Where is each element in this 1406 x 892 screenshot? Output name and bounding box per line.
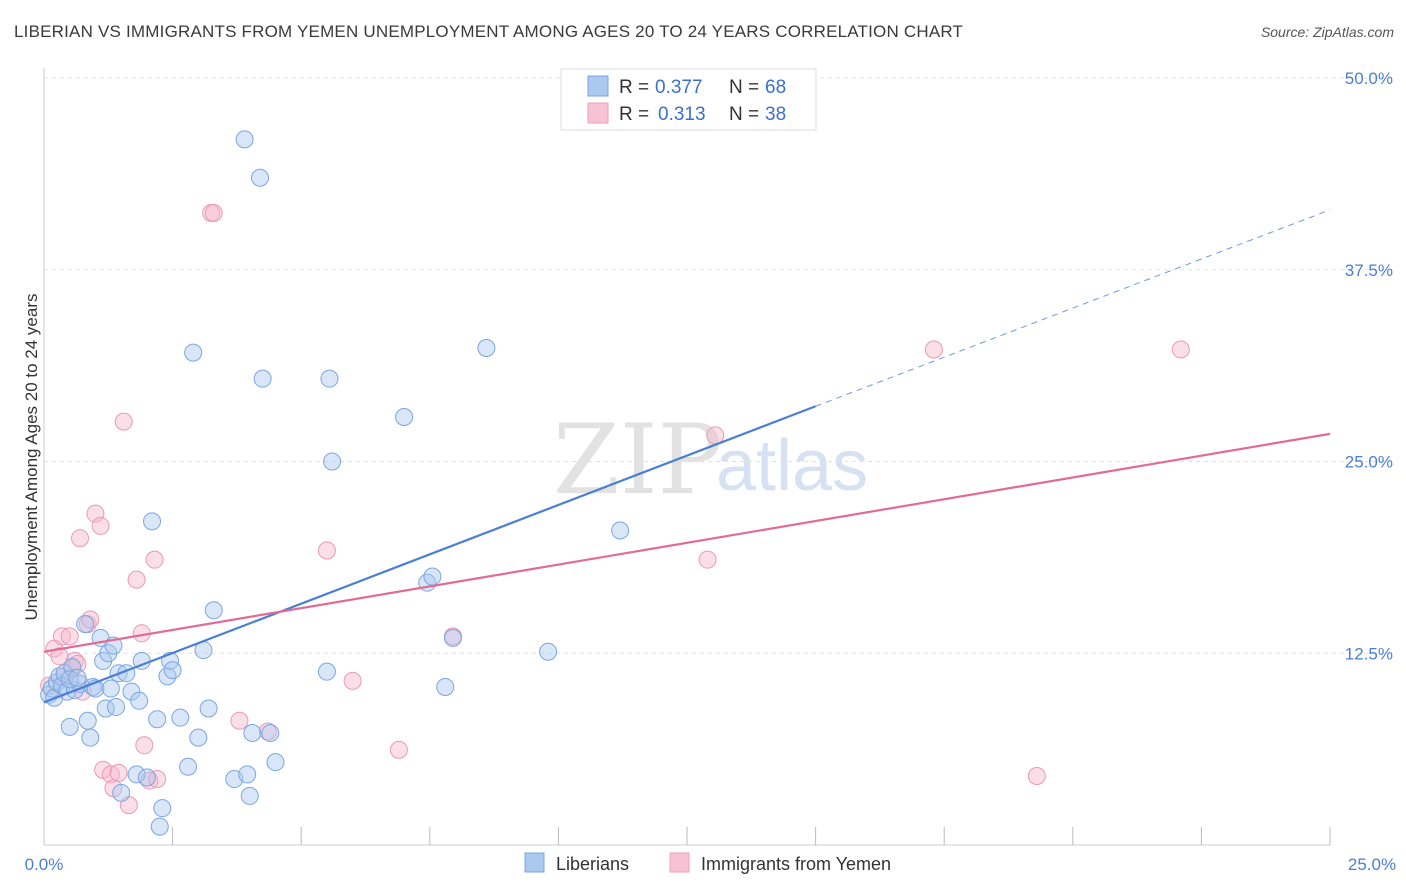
series-liberians-points bbox=[40, 130, 630, 836]
liberians-point bbox=[101, 679, 120, 698]
liberians-point bbox=[179, 757, 198, 776]
yemen-point bbox=[1171, 340, 1190, 359]
liberians-point bbox=[443, 628, 462, 647]
x-tick-label-max: 25.0% bbox=[1348, 855, 1396, 874]
bottom-legend-swatch-pink bbox=[669, 852, 690, 873]
liberians-point bbox=[107, 697, 126, 716]
liberians-point bbox=[199, 699, 218, 718]
y-tick-label: 50.0% bbox=[1345, 69, 1393, 88]
liberians-point bbox=[163, 661, 182, 680]
yemen-trend-line bbox=[43, 432, 1331, 653]
yemen-point bbox=[53, 627, 72, 646]
y-tick-label: 37.5% bbox=[1345, 261, 1393, 280]
liberians-point bbox=[78, 711, 97, 730]
yemen-point bbox=[71, 529, 90, 548]
legend-swatch-pink bbox=[587, 102, 609, 124]
liberians-point bbox=[153, 799, 172, 818]
yemen-point bbox=[101, 765, 120, 784]
liberians-point bbox=[143, 512, 162, 531]
y-tick-label: 25.0% bbox=[1345, 453, 1393, 472]
yemen-point bbox=[109, 763, 128, 782]
yemen-point bbox=[127, 570, 146, 589]
y-tick-labels: 12.5% 25.0% 37.5% 50.0% bbox=[1345, 69, 1393, 663]
bottom-legend-blue-label: Liberians bbox=[556, 854, 629, 874]
liberians-point bbox=[253, 369, 272, 388]
yemen-point bbox=[343, 671, 362, 690]
watermark-atlas: atlas bbox=[716, 426, 868, 506]
liberians-point bbox=[130, 691, 149, 710]
trend-lines bbox=[43, 209, 1331, 704]
yemen-point bbox=[924, 340, 943, 359]
legend-blue-r-label: R = bbox=[619, 77, 649, 98]
bottom-legend-swatch-blue bbox=[524, 852, 545, 873]
legend-blue-n-value: 68 bbox=[765, 77, 786, 98]
liberians-point bbox=[477, 338, 496, 357]
legend-blue-n-label: N = bbox=[729, 77, 759, 98]
x-ticks bbox=[172, 827, 1331, 845]
liberians-point bbox=[127, 765, 146, 784]
liberians-point bbox=[243, 724, 262, 743]
yemen-point bbox=[698, 550, 717, 569]
liberians-point bbox=[261, 724, 280, 743]
liberians-point bbox=[137, 768, 156, 787]
liberians-point bbox=[320, 369, 339, 388]
yemen-point bbox=[1027, 766, 1046, 785]
legend-blue-r-value: 0.377 bbox=[655, 77, 703, 98]
liberians-point bbox=[189, 728, 208, 747]
liberians-point bbox=[611, 521, 630, 540]
legend-swatch-blue bbox=[587, 75, 609, 97]
liberians-point bbox=[395, 408, 414, 427]
series-yemen-points bbox=[40, 203, 1190, 815]
liberians-point bbox=[323, 452, 342, 471]
legend: R = 0.377 N = 68 R = 0.313 N = 38 bbox=[560, 68, 817, 131]
y-tick-label: 12.5% bbox=[1345, 644, 1393, 663]
yemen-point bbox=[135, 736, 154, 755]
liberians-point bbox=[240, 786, 259, 805]
watermark-zip: ZIP bbox=[553, 404, 722, 516]
liberians-point bbox=[122, 682, 141, 701]
liberians-point bbox=[235, 130, 254, 149]
yemen-point bbox=[317, 541, 336, 560]
yemen-point bbox=[60, 627, 79, 646]
legend-pink-r-value: 0.313 bbox=[658, 104, 706, 125]
yemen-point bbox=[230, 711, 249, 730]
liberians-point bbox=[539, 642, 558, 661]
liberians-point bbox=[60, 717, 79, 736]
liberians-point bbox=[60, 670, 79, 689]
liberians-trend-extension bbox=[815, 209, 1331, 407]
liberians-point bbox=[184, 343, 203, 362]
liberians-point bbox=[204, 601, 223, 620]
liberians-point bbox=[150, 817, 169, 836]
yemen-point bbox=[91, 516, 110, 535]
chart-source: Source: ZipAtlas.com bbox=[1260, 24, 1394, 40]
yemen-point bbox=[114, 412, 133, 431]
yemen-point bbox=[389, 740, 408, 759]
liberians-point bbox=[238, 765, 257, 784]
liberians-point bbox=[171, 708, 190, 727]
liberians-point bbox=[81, 728, 100, 747]
y-axis-label: Unemployment Among Ages 20 to 24 years bbox=[22, 294, 41, 621]
legend-pink-r-label: R = bbox=[619, 104, 649, 125]
liberians-point bbox=[266, 753, 285, 772]
liberians-point bbox=[423, 567, 442, 586]
legend-pink-n-value: 38 bbox=[765, 104, 786, 125]
bottom-legend: Liberians Immigrants from Yemen bbox=[524, 852, 891, 874]
liberians-point bbox=[148, 710, 167, 729]
liberians-point bbox=[112, 783, 131, 802]
liberians-point bbox=[251, 168, 270, 187]
yemen-point bbox=[204, 203, 223, 222]
yemen-point bbox=[68, 654, 87, 673]
liberians-trend-line bbox=[43, 405, 816, 704]
x-tick-label-min: 0.0% bbox=[25, 855, 64, 874]
liberians-point bbox=[436, 677, 455, 696]
yemen-point bbox=[145, 550, 164, 569]
liberians-point bbox=[76, 615, 95, 634]
liberians-point bbox=[68, 668, 87, 687]
gridlines bbox=[44, 77, 1393, 654]
chart-title: LIBERIAN VS IMMIGRANTS FROM YEMEN UNEMPL… bbox=[14, 22, 964, 41]
bottom-legend-pink-label: Immigrants from Yemen bbox=[701, 854, 891, 874]
legend-pink-n-label: N = bbox=[729, 104, 759, 125]
liberians-point bbox=[317, 662, 336, 681]
